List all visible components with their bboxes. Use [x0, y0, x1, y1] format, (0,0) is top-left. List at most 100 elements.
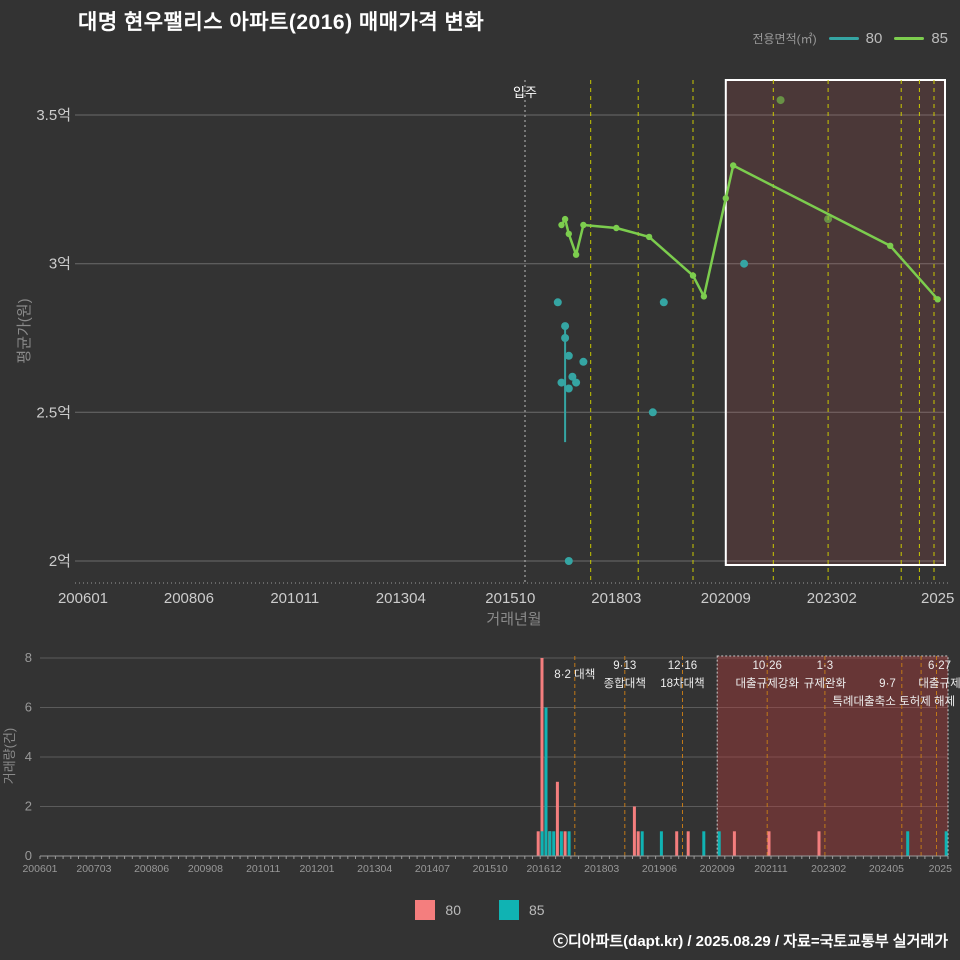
policy-annotation: 규제완화 — [804, 677, 847, 690]
volume-xtick: 201011 — [246, 863, 280, 875]
volume-bar — [555, 781, 559, 857]
volume-chart: 0 2 4 6 8 200601 200703 200806 200908 201011 20120… — [2, 650, 960, 875]
price-point-80 — [564, 557, 573, 565]
price-xtick: 200806 — [164, 590, 214, 607]
policy-annotation: 특례대출축소 — [832, 695, 895, 708]
volume-ytick: 6 — [25, 700, 32, 715]
volume-bar — [559, 831, 563, 857]
price-point-85 — [887, 242, 894, 249]
volume-xtick: 202405 — [869, 863, 904, 875]
price-outlier-85 — [824, 215, 833, 224]
price-point-80 — [564, 384, 573, 393]
price-point-80 — [579, 357, 588, 366]
policy-annotation: 9·13 — [613, 660, 636, 672]
volume-xtick: 202009 — [700, 863, 735, 875]
page-title: 대명 현우팰리스 아파트(2016) 매매가격 변화 — [78, 11, 485, 34]
volume-xtick: 201201 — [299, 863, 334, 875]
volume-bar — [548, 831, 552, 857]
volume-bar — [540, 831, 544, 857]
legend-85-label: 85 — [931, 30, 948, 47]
volume-ytick: 0 — [25, 848, 32, 863]
legend-top: 전용면적(㎡) 80 85 — [752, 30, 948, 47]
volume-ytick: 2 — [25, 799, 32, 814]
price-point-80 — [648, 408, 657, 417]
price-xtick: 202009 — [701, 590, 751, 607]
legend-top-item-85[interactable]: 85 — [894, 30, 948, 47]
volume-xtick: 201803 — [584, 863, 619, 875]
price-point-85 — [558, 221, 565, 229]
price-xtick: 201803 — [591, 590, 641, 607]
volume-bar — [552, 831, 556, 857]
price-series-85 — [558, 96, 941, 303]
price-xaxis-title: 거래년월 — [486, 611, 541, 628]
volume-bar — [817, 831, 821, 857]
volume-bar — [702, 831, 706, 857]
policy-annotation: 8·2 대책 — [554, 667, 595, 681]
price-xtick: 2025 — [921, 590, 954, 607]
legend-85-line-swatch — [894, 37, 925, 40]
price-point-85 — [580, 221, 587, 229]
price-xtick: 201304 — [376, 590, 426, 607]
price-point-80 — [553, 298, 562, 307]
price-point-85 — [934, 296, 941, 303]
volume-xtick: 201510 — [473, 863, 508, 875]
volume-xtick: 201906 — [642, 863, 677, 875]
legend-80-label: 80 — [865, 30, 883, 47]
volume-xtick: 202302 — [811, 863, 846, 875]
legend-bottom: 80 85 — [0, 900, 960, 920]
legend-80-line-swatch — [828, 37, 859, 40]
volume-xtick: 200806 — [134, 863, 169, 875]
volume-xtick: 2025 — [929, 863, 953, 875]
volume-bar — [636, 831, 640, 857]
policy-annotation: 18차대책 — [660, 676, 705, 690]
price-xtick: 202302 — [807, 590, 857, 607]
price-ytick: 3.5억 — [36, 107, 71, 124]
price-point-80 — [740, 259, 749, 268]
price-point-80 — [659, 298, 668, 307]
price-point-85 — [565, 230, 572, 238]
legend-bottom-item-80[interactable]: 80 — [415, 900, 461, 920]
price-point-85 — [700, 293, 708, 300]
price-point-85 — [561, 215, 569, 223]
price-xtick: 201510 — [485, 590, 535, 607]
volume-xtick: 202111 — [754, 863, 788, 875]
price-point-85 — [613, 224, 620, 232]
volume-bar — [567, 831, 571, 857]
volume-highlight-region — [716, 655, 949, 857]
legend-bottom-item-85[interactable]: 85 — [499, 900, 545, 920]
legend-top-item-80[interactable]: 80 — [828, 30, 883, 47]
volume-bar — [563, 831, 567, 857]
volume-bar — [906, 831, 910, 857]
volume-bar — [686, 831, 690, 857]
policy-annotations: 8·2 대책 9·13 종합대책 12·16 18차대책 10·26 대출규제강화 1·3 규제… — [554, 660, 960, 708]
legend-bottom-80-swatch — [415, 900, 436, 920]
volume-bar — [675, 831, 679, 857]
policy-annotation: 토허제 해제 — [899, 695, 955, 708]
move-in-label: 입주 — [513, 85, 537, 100]
volume-series-85 — [540, 707, 948, 857]
policy-annotation: 10·26 — [752, 660, 781, 672]
volume-bar — [544, 707, 548, 856]
price-point-85 — [572, 251, 580, 258]
price-ytick: 2.5억 — [36, 404, 71, 421]
volume-bar — [944, 831, 948, 857]
volume-bar — [640, 831, 644, 857]
price-outlier-85 — [776, 96, 785, 105]
price-point-80 — [564, 351, 573, 360]
price-point-85 — [730, 162, 737, 169]
legend-bottom-85-swatch — [499, 900, 519, 920]
price-ytick: 3억 — [49, 256, 71, 273]
volume-xtick: 201612 — [526, 863, 561, 875]
legend-bottom-85-label: 85 — [529, 902, 545, 918]
price-yaxis-title: 평균가(원) — [16, 298, 33, 363]
policy-annotation: 6·27 — [928, 660, 951, 672]
price-point-85 — [645, 233, 653, 241]
price-point-85 — [689, 272, 697, 279]
volume-bar — [632, 806, 636, 856]
policy-annotation: 대출규제강화 — [735, 677, 799, 690]
price-point-80 — [572, 378, 581, 387]
policy-annotation: 1·3 — [817, 660, 834, 672]
volume-bar — [540, 658, 544, 856]
